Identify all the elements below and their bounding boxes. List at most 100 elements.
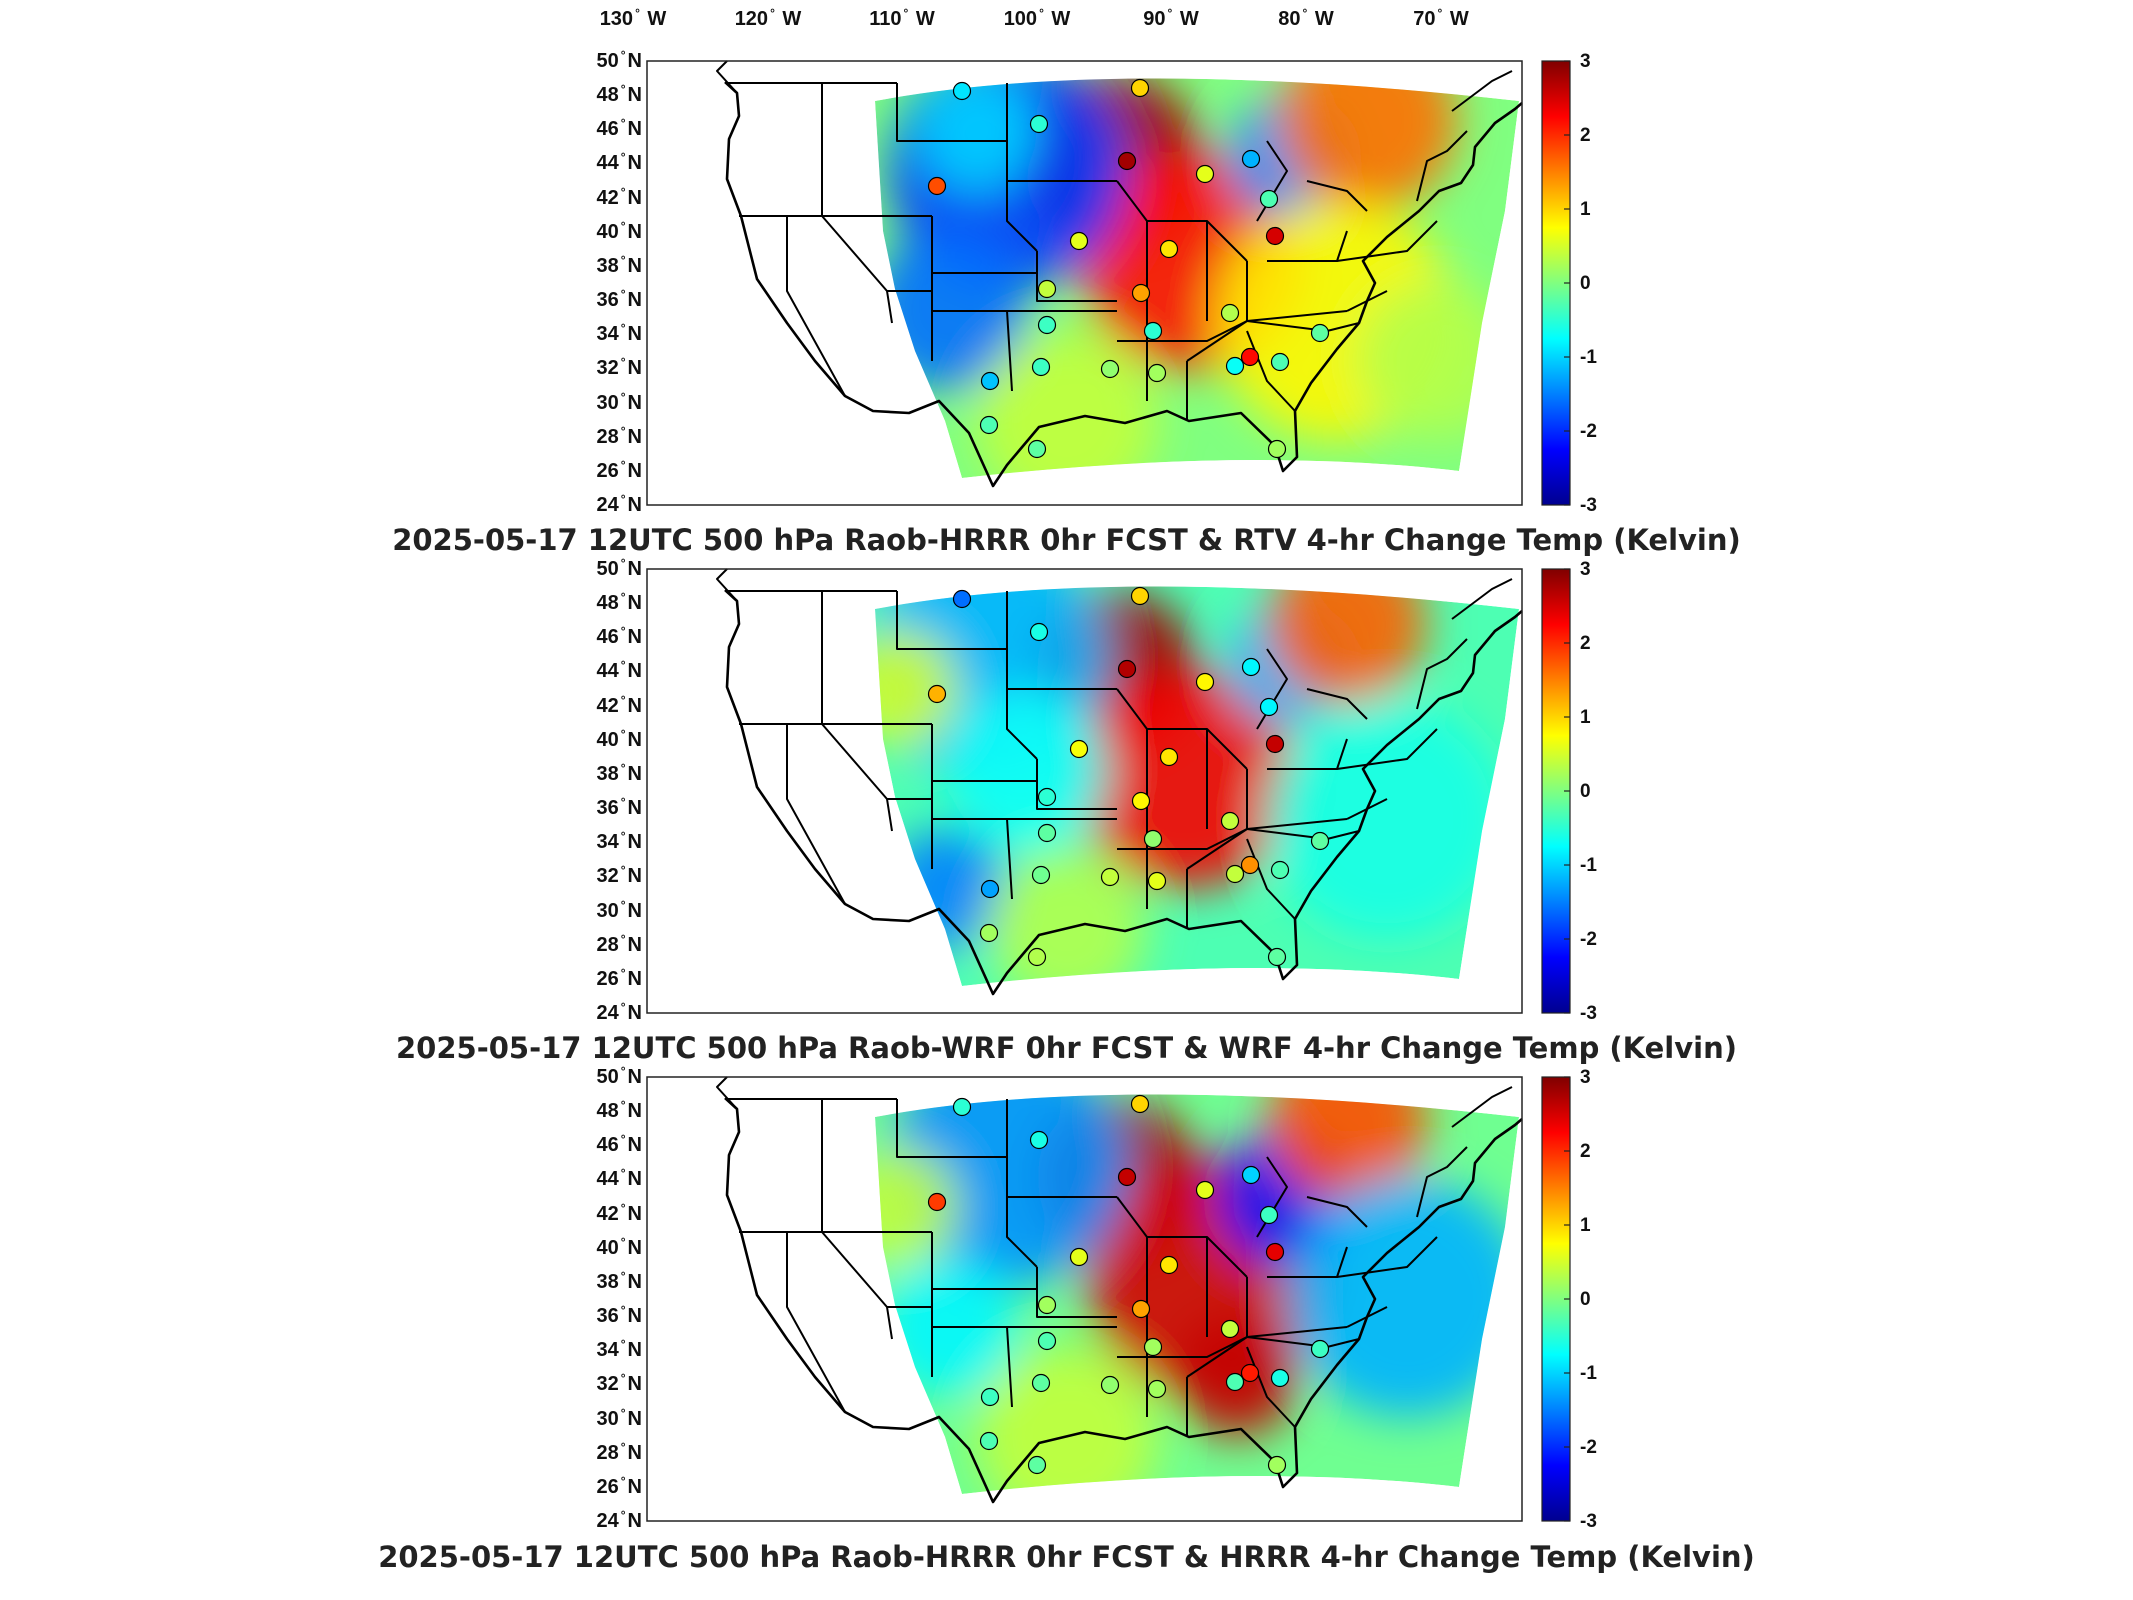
colorbar-tick-label: -2 xyxy=(1580,1437,1597,1458)
raob-site-marker xyxy=(1310,831,1330,851)
latitude-tick-label: 34 ° N xyxy=(596,1337,642,1362)
raob-site-marker xyxy=(1225,1372,1245,1392)
colorbar-tick-label: 2 xyxy=(1580,1141,1591,1162)
raob-site-marker xyxy=(1267,1455,1287,1475)
raob-site-marker xyxy=(1131,283,1151,303)
latitude-tick-label: 44 ° N xyxy=(596,1166,642,1191)
raob-site-marker xyxy=(952,81,972,101)
latitude-tick-label: 38 ° N xyxy=(596,1268,642,1293)
panel-title-2: 2025-05-17 12UTC 500 hPa Raob-WRF 0hr FC… xyxy=(395,1031,1737,1065)
latitude-tick-label: 32 ° N xyxy=(596,863,642,888)
raob-site-marker xyxy=(980,879,1000,899)
raob-site-marker xyxy=(1270,860,1290,880)
longitude-tick-label: 80 ° W xyxy=(1278,6,1334,30)
canada-border xyxy=(716,568,738,602)
raob-site-marker xyxy=(1031,357,1051,377)
colorbar-tick-label: 0 xyxy=(1580,781,1591,802)
longitude-tick-label: 110 ° W xyxy=(869,6,935,30)
raob-site-marker xyxy=(979,1431,999,1451)
longitude-tick-label: 70 ° W xyxy=(1413,6,1469,30)
latitude-tick-label: 40 ° N xyxy=(596,218,642,243)
latitude-tick-label: 32 ° N xyxy=(596,1371,642,1396)
map-panel-1 xyxy=(646,60,1523,506)
raob-site-marker xyxy=(1037,787,1057,807)
latitude-tick-label: 44 ° N xyxy=(596,150,642,175)
raob-site-marker xyxy=(1225,356,1245,376)
raob-site-marker xyxy=(1147,363,1167,383)
latitude-tick-label: 28 ° N xyxy=(596,931,642,956)
latitude-tick-label: 48 ° N xyxy=(596,82,642,107)
latitude-tick-label: 46 ° N xyxy=(596,1132,642,1157)
latitude-tick-label: 50 ° N xyxy=(596,1064,642,1088)
raob-site-marker xyxy=(1267,439,1287,459)
raob-site-marker xyxy=(927,176,947,196)
longitude-tick-label: 90 ° W xyxy=(1143,6,1199,30)
longitude-tick-label: 130 ° W xyxy=(599,6,667,30)
raob-site-marker xyxy=(1131,1299,1151,1319)
canada-border xyxy=(716,1076,738,1110)
raob-site-marker xyxy=(1265,226,1285,246)
colorbar-tick-label: 1 xyxy=(1580,707,1591,728)
raob-site-marker xyxy=(1270,352,1290,372)
maine-coast xyxy=(1451,1086,1513,1128)
raob-site-marker xyxy=(1159,1255,1179,1275)
raob-site-marker xyxy=(1267,947,1287,967)
map-panel-2 xyxy=(646,568,1523,1014)
latitude-tick-label: 36 ° N xyxy=(596,1303,642,1328)
state-boundaries xyxy=(716,60,1523,488)
colorbar-tick-label: -2 xyxy=(1580,421,1597,442)
latitude-tick-label: 48 ° N xyxy=(596,1098,642,1123)
colorbar-tick-label: 3 xyxy=(1580,51,1591,72)
raob-site-marker xyxy=(1029,1130,1049,1150)
raob-site-marker xyxy=(1117,659,1137,679)
raob-site-marker xyxy=(1130,1094,1150,1114)
raob-site-marker xyxy=(1069,231,1089,251)
latitude-tick-label: 42 ° N xyxy=(596,1200,642,1225)
raob-site-marker xyxy=(1117,1167,1137,1187)
raob-site-marker xyxy=(1265,1242,1285,1262)
colorbar-tick-label: 2 xyxy=(1580,125,1591,146)
colorbar-tick-label: -3 xyxy=(1580,1511,1597,1532)
latitude-tick-label: 26 ° N xyxy=(596,457,642,482)
raob-site-marker xyxy=(1159,747,1179,767)
raob-site-marker xyxy=(1131,791,1151,811)
raob-site-marker xyxy=(927,1192,947,1212)
colorbar-tick-label: 3 xyxy=(1580,559,1591,580)
latitude-tick-label: 26 ° N xyxy=(596,965,642,990)
maine-coast xyxy=(1451,70,1513,112)
raob-site-marker xyxy=(1220,1319,1240,1339)
coastline xyxy=(724,589,1523,996)
colorbar-tick-label: -1 xyxy=(1580,855,1597,876)
raob-site-marker xyxy=(1265,734,1285,754)
latitude-tick-label: 36 ° N xyxy=(596,287,642,312)
latitude-tick-label: 46 ° N xyxy=(596,116,642,141)
raob-site-marker xyxy=(1069,1247,1089,1267)
colorbar-tick-label: -1 xyxy=(1580,1363,1597,1384)
raob-site-marker xyxy=(1100,867,1120,887)
latitude-tick-label: 50 ° N xyxy=(596,48,642,72)
map-frame xyxy=(646,1076,1523,1522)
raob-site-marker xyxy=(927,684,947,704)
raob-site-marker xyxy=(1195,1180,1215,1200)
raob-site-marker xyxy=(1310,1339,1330,1359)
latitude-tick-label: 24 ° N xyxy=(596,1000,642,1024)
raob-site-marker xyxy=(1259,697,1279,717)
latitude-tick-label: 24 ° N xyxy=(596,492,642,516)
raob-site-marker xyxy=(1159,239,1179,259)
raob-site-marker xyxy=(1259,1205,1279,1225)
raob-site-marker xyxy=(1259,189,1279,209)
raob-site-marker xyxy=(1031,865,1051,885)
raob-site-marker xyxy=(1037,279,1057,299)
latitude-tick-label: 46 ° N xyxy=(596,624,642,649)
latitude-tick-label: 38 ° N xyxy=(596,760,642,785)
raob-site-marker xyxy=(1270,1368,1290,1388)
latitude-tick-label: 28 ° N xyxy=(596,1439,642,1464)
latitude-tick-label: 32 ° N xyxy=(596,355,642,380)
raob-site-marker xyxy=(979,415,999,435)
latitude-tick-label: 42 ° N xyxy=(596,692,642,717)
raob-site-marker xyxy=(1037,1295,1057,1315)
maine-coast xyxy=(1451,578,1513,620)
longitude-tick-label: 120 ° W xyxy=(734,6,802,30)
panel-title-1: 2025-05-17 12UTC 500 hPa Raob-HRRR 0hr F… xyxy=(392,523,1741,557)
temperature-change-field xyxy=(875,78,1519,478)
